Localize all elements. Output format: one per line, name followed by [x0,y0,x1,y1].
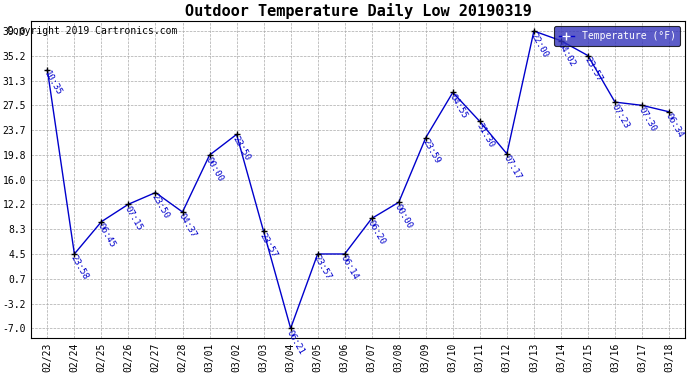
Title: Outdoor Temperature Daily Low 20190319: Outdoor Temperature Daily Low 20190319 [185,3,531,19]
Text: 04:02: 04:02 [555,41,577,69]
Text: 23:57: 23:57 [582,56,604,83]
Text: 06:45: 06:45 [96,222,117,249]
Text: 06:20: 06:20 [366,218,387,246]
Text: 10:35: 10:35 [41,70,63,98]
Text: 22:00: 22:00 [529,31,549,59]
Text: 31:30: 31:30 [474,122,495,149]
Text: 07:30: 07:30 [636,105,658,133]
Text: 00:00: 00:00 [393,202,415,230]
Text: 06:34: 06:34 [663,112,684,140]
Legend: Temperature (°F): Temperature (°F) [554,26,680,46]
Text: 23:59: 23:59 [420,138,442,165]
Text: 04:37: 04:37 [177,212,198,240]
Text: 07:23: 07:23 [609,102,631,130]
Text: 23:50: 23:50 [231,134,252,162]
Text: 04:55: 04:55 [447,92,469,120]
Text: 07:15: 07:15 [123,204,144,232]
Text: 23:50: 23:50 [150,193,171,220]
Text: 23:58: 23:58 [69,254,90,282]
Text: 06:14: 06:14 [339,254,360,282]
Text: 23:57: 23:57 [258,231,279,259]
Text: 06:21: 06:21 [285,328,306,356]
Text: 23:57: 23:57 [312,254,333,282]
Text: 00:00: 00:00 [204,155,225,183]
Text: Copyright 2019 Cartronics.com: Copyright 2019 Cartronics.com [7,26,177,36]
Text: 07:17: 07:17 [501,154,522,182]
